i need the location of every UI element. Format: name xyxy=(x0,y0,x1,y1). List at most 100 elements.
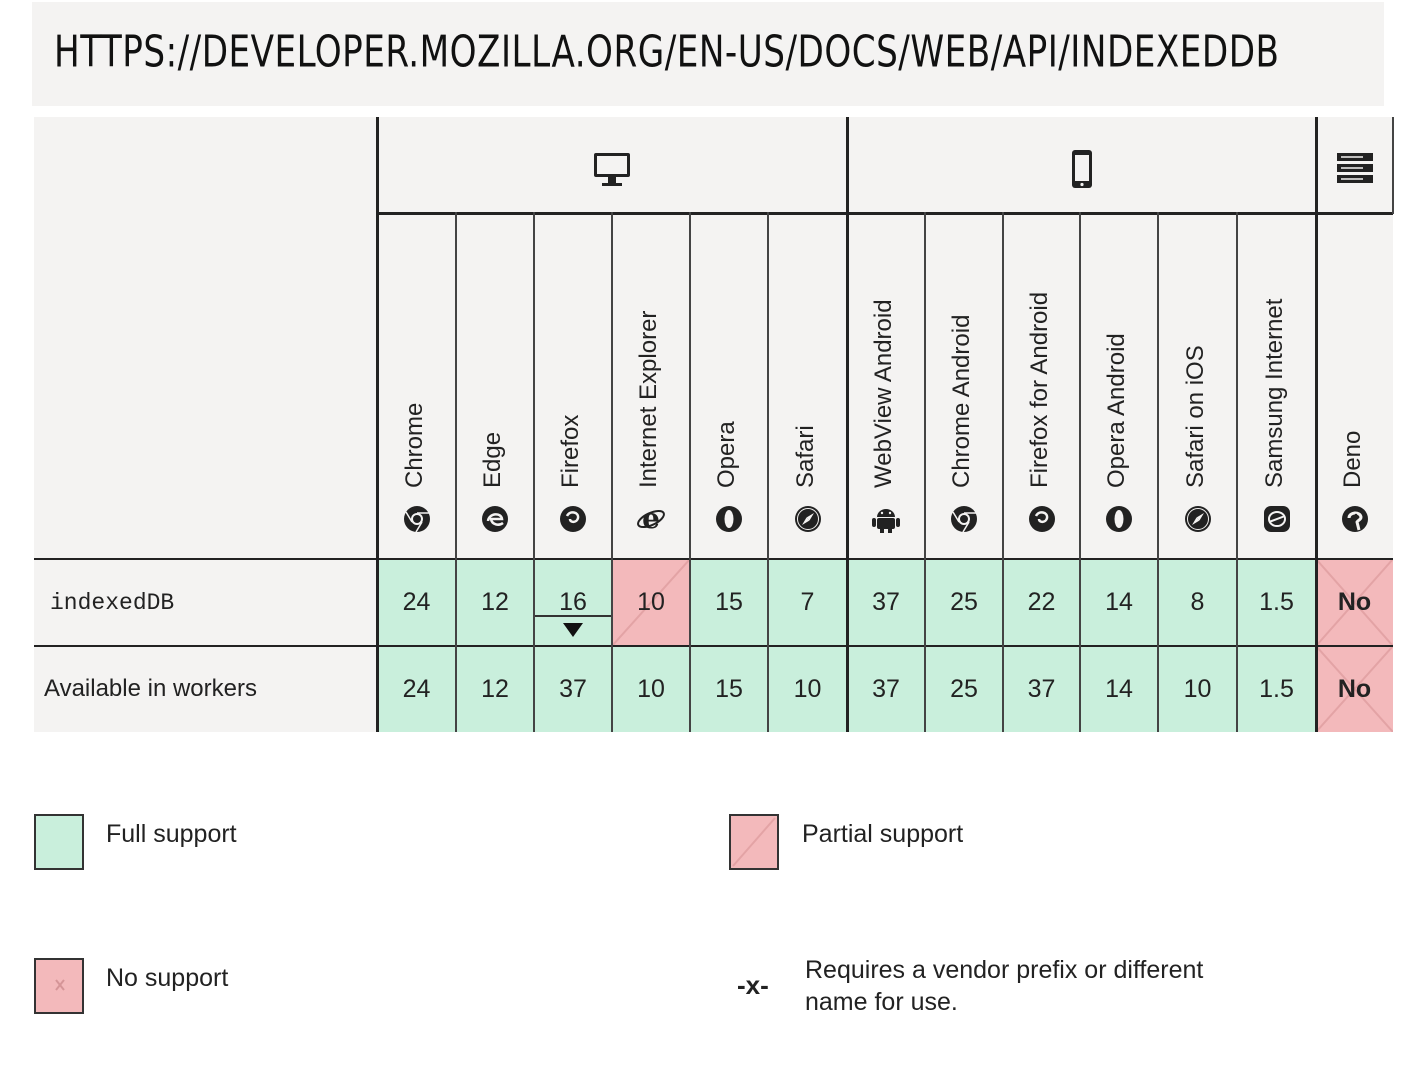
support-cell[interactable]: 15 xyxy=(690,646,768,732)
support-cell[interactable]: 24 xyxy=(377,559,456,646)
support-version: 37 xyxy=(872,588,900,616)
support-cell[interactable]: 16 xyxy=(534,559,612,646)
support-cell[interactable]: 25 xyxy=(925,646,1003,732)
feature-name-workers[interactable]: Available in workers xyxy=(44,675,257,702)
feature-name-indexeddb[interactable]: indexedDB xyxy=(50,589,175,616)
support-version: 22 xyxy=(1027,588,1056,616)
browser-header: Safari xyxy=(768,214,847,558)
support-cell[interactable]: 10 xyxy=(1158,646,1237,732)
support-version: 10 xyxy=(793,674,822,703)
desktop-icon xyxy=(590,147,634,191)
support-version: 37 xyxy=(872,674,900,703)
support-version: 14 xyxy=(1105,674,1133,703)
browser-name: Edge xyxy=(479,431,506,488)
support-version: 12 xyxy=(481,674,509,703)
url-bar: HTTPS://DEVELOPER.MOZILLA.ORG/EN-US/DOCS… xyxy=(32,2,1384,106)
column-separator xyxy=(611,212,613,732)
table-header-bg xyxy=(34,117,1393,559)
support-cell[interactable]: 37 xyxy=(1003,646,1080,732)
browser-header: Samsung Internet xyxy=(1237,214,1316,558)
server-icon xyxy=(1333,147,1377,191)
support-cell[interactable]: No xyxy=(1316,559,1393,646)
column-separator xyxy=(455,212,457,732)
support-cell[interactable]: 1.5 xyxy=(1237,646,1316,732)
firefox-icon xyxy=(1027,504,1057,534)
support-version: 15 xyxy=(715,674,743,703)
legend-prefix-line2: name for use. xyxy=(805,988,958,1016)
support-cell[interactable]: 12 xyxy=(456,559,534,646)
column-separator xyxy=(689,212,691,732)
support-version: 25 xyxy=(950,588,978,616)
column-separator xyxy=(767,212,769,732)
support-version: 8 xyxy=(1190,588,1205,616)
support-cell[interactable]: 10 xyxy=(612,559,690,646)
browser-name: Safari xyxy=(791,425,819,488)
support-version: 1.5 xyxy=(1259,674,1294,703)
browser-name: Safari on iOS xyxy=(1181,345,1209,488)
support-version: 12 xyxy=(481,588,509,616)
legend-none-swatch xyxy=(34,958,84,1014)
support-cell[interactable]: 10 xyxy=(768,646,847,732)
row-divider xyxy=(34,645,1393,647)
support-version: No xyxy=(1337,674,1372,703)
svg-text:e: e xyxy=(642,504,660,534)
support-cell[interactable]: 24 xyxy=(377,646,456,732)
samsung-icon xyxy=(1262,504,1292,534)
support-cell[interactable]: No xyxy=(1316,646,1393,732)
browser-name: Deno xyxy=(1338,430,1366,488)
browser-header: Chrome xyxy=(377,214,456,558)
browser-name: Firefox xyxy=(557,414,584,488)
column-separator xyxy=(1079,212,1081,732)
table-edge xyxy=(1392,117,1394,214)
opera-icon xyxy=(714,504,744,534)
support-cell[interactable]: 37 xyxy=(847,559,925,646)
browser-header: Opera xyxy=(690,214,768,558)
browser-header: Edge xyxy=(456,214,534,558)
safari-icon xyxy=(1183,504,1213,534)
support-cell[interactable]: 7 xyxy=(768,559,847,646)
support-cell[interactable]: 25 xyxy=(925,559,1003,646)
support-cell[interactable]: 1.5 xyxy=(1237,559,1316,646)
support-cell[interactable]: 37 xyxy=(534,646,612,732)
column-separator xyxy=(1236,212,1238,732)
column-separator xyxy=(924,212,926,732)
support-cell[interactable]: 15 xyxy=(690,559,768,646)
support-cell[interactable]: 37 xyxy=(847,646,925,732)
group-separator xyxy=(376,117,379,732)
support-version: 10 xyxy=(637,674,665,703)
ie-icon: e xyxy=(636,502,666,535)
browser-header: Firefox for Android xyxy=(1003,214,1080,558)
browser-name: WebView Android xyxy=(870,299,897,488)
support-cell[interactable]: 12 xyxy=(456,646,534,732)
chrome-icon xyxy=(402,504,432,534)
browser-header: Chrome Android xyxy=(925,214,1003,558)
support-cell[interactable]: 22 xyxy=(1003,559,1080,646)
browser-name: Firefox for Android xyxy=(1025,291,1053,488)
support-version: 15 xyxy=(715,588,743,616)
support-cell[interactable]: 14 xyxy=(1080,646,1158,732)
group-separator xyxy=(846,117,849,732)
support-version: 37 xyxy=(1027,674,1056,703)
group-separator xyxy=(1315,117,1318,732)
legend-prefix-line1: Requires a vendor prefix or different xyxy=(805,956,1204,984)
browser-name: Opera xyxy=(713,421,740,488)
browser-name: Chrome Android xyxy=(948,314,975,488)
chrome-icon xyxy=(949,504,979,534)
legend-partial-swatch xyxy=(729,814,779,870)
android-icon xyxy=(871,504,901,534)
support-cell[interactable]: 8 xyxy=(1158,559,1237,646)
edge-icon xyxy=(480,504,510,534)
support-cell[interactable]: 10 xyxy=(612,646,690,732)
deno-icon xyxy=(1340,504,1370,534)
expand-arrow-icon[interactable] xyxy=(563,623,583,637)
browser-name: Internet Explorer xyxy=(635,310,662,488)
browser-header: WebView Android xyxy=(847,214,925,558)
support-version: 24 xyxy=(402,674,431,703)
legend-full-label: Full support xyxy=(106,820,237,848)
firefox-icon xyxy=(558,504,588,534)
legend-partial-label: Partial support xyxy=(802,820,964,848)
support-cell[interactable]: 14 xyxy=(1080,559,1158,646)
url-text: HTTPS://DEVELOPER.MOZILLA.ORG/EN-US/DOCS… xyxy=(54,26,1280,77)
support-version: 24 xyxy=(402,588,431,616)
browser-header: Safari on iOS xyxy=(1158,214,1237,558)
